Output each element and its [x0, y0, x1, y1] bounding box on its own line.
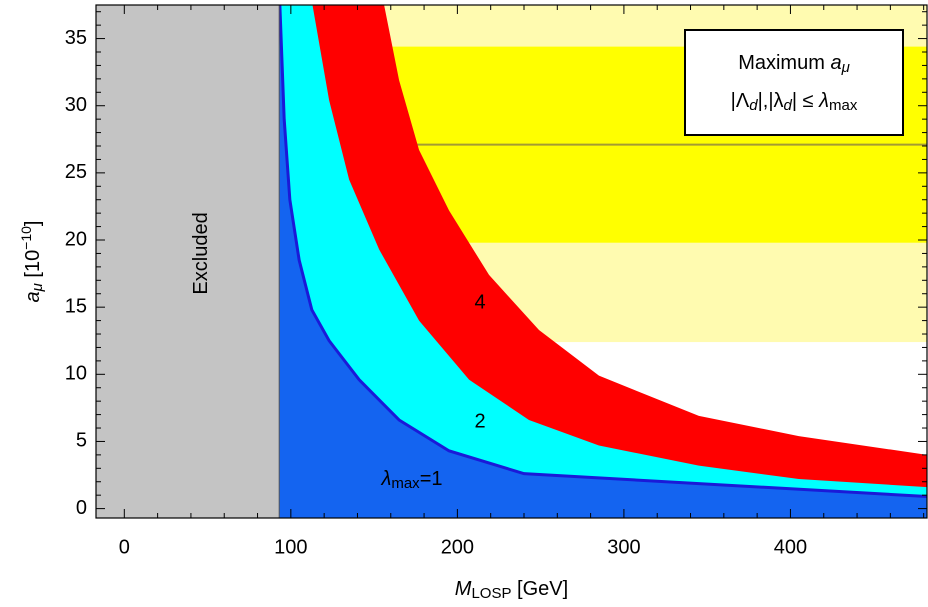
- text-part: d: [749, 97, 758, 114]
- text-part: M: [455, 578, 472, 600]
- excluded-label: Excluded: [190, 212, 212, 294]
- legend-line: |Λd|,|λd| ≤ λmax: [731, 90, 858, 113]
- y-tick-label: 10: [65, 363, 87, 385]
- y-tick-label: 30: [65, 94, 87, 116]
- text-part: μ: [841, 59, 850, 76]
- text-part: d: [784, 97, 793, 114]
- frame: [95, 4, 928, 519]
- text-part: | ≤: [792, 90, 819, 112]
- series-label: 4: [474, 291, 485, 313]
- legend-box: [684, 29, 904, 136]
- legend-line: Maximum aμ: [738, 52, 850, 75]
- text-part: a: [22, 291, 44, 302]
- y-tick-label: 5: [76, 430, 87, 452]
- y-tick-label: 15: [65, 295, 87, 317]
- area: [96, 5, 927, 518]
- x-tick-label: 200: [441, 536, 474, 558]
- text-part: a: [830, 52, 841, 74]
- text-part: |Λ: [731, 90, 750, 112]
- text-part: [GeV]: [512, 578, 569, 600]
- series-label: λmax=1: [381, 468, 443, 491]
- x-tick-label: 0: [119, 536, 130, 558]
- excluded-region: [96, 5, 280, 518]
- x-tick-label: 100: [274, 536, 307, 558]
- y-tick-label: 25: [65, 161, 87, 183]
- text-part: ]: [22, 220, 44, 226]
- text-part: −10: [18, 226, 34, 250]
- text-part: λ: [381, 468, 392, 490]
- x-axis-label: MLOSP [GeV]: [455, 578, 568, 601]
- text-part: Maximum: [738, 52, 830, 74]
- y-tick-label: 20: [65, 228, 87, 250]
- text-part: LOSP: [471, 585, 511, 602]
- x-tick-label: 300: [607, 536, 640, 558]
- y-tick-label: 35: [65, 27, 87, 49]
- text-part: λ: [818, 90, 829, 112]
- y-axis-label: aμ [10−10]: [18, 220, 45, 302]
- series-label: 2: [474, 410, 485, 432]
- text-part: =1: [420, 468, 443, 490]
- text-part: max: [829, 97, 858, 114]
- x-tick-label: 400: [774, 536, 807, 558]
- y-tick-label: 0: [76, 497, 87, 519]
- text-part: |,|λ: [758, 90, 784, 112]
- boundary-line: [278, 5, 927, 499]
- text-part: [10: [22, 250, 44, 283]
- text-part: max: [391, 475, 420, 492]
- text-part: μ: [29, 283, 46, 292]
